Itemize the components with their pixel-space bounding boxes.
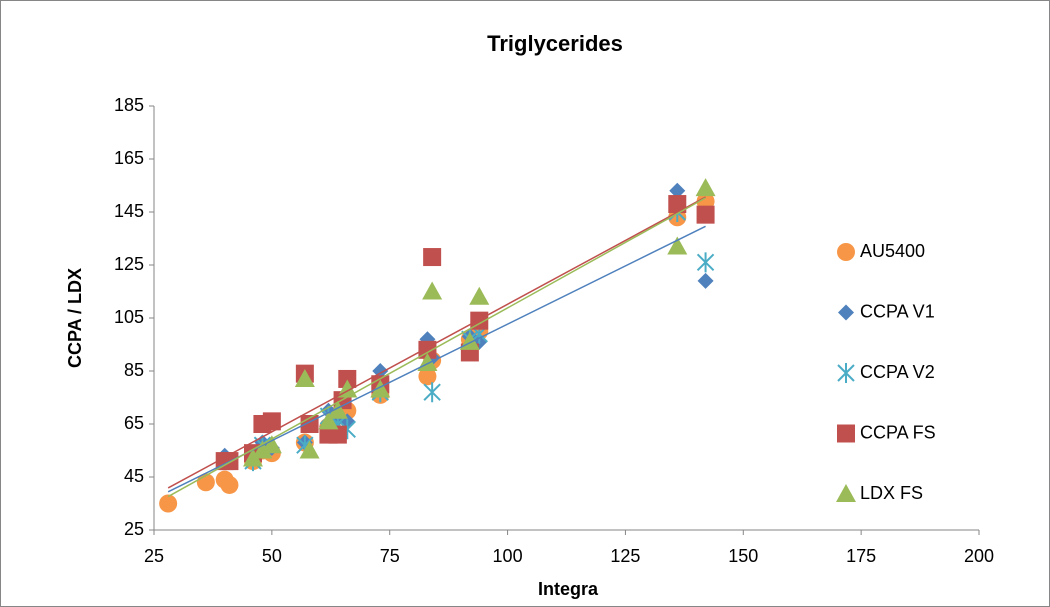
data-point — [418, 367, 437, 386]
data-point — [695, 178, 716, 197]
data-point — [328, 425, 347, 444]
legend-label: CCPA V1 — [860, 301, 935, 321]
legend-marker — [837, 243, 855, 261]
y-tick-label: 45 — [124, 466, 144, 486]
y-tick-label: 185 — [114, 95, 144, 115]
x-tick-label: 150 — [728, 546, 758, 566]
y-tick-label: 85 — [124, 360, 144, 380]
x-tick-label: 50 — [262, 546, 282, 566]
legend-marker — [837, 424, 855, 443]
legend-label: CCPA V2 — [860, 362, 935, 382]
legend-label: AU5400 — [860, 241, 925, 261]
chart-title: Triglycerides — [487, 31, 623, 56]
legend-marker — [837, 363, 855, 383]
x-axis-label: Integra — [538, 579, 599, 599]
data-point — [423, 248, 442, 267]
legend-label: CCPA FS — [860, 422, 936, 442]
data-point — [220, 475, 239, 494]
data-point — [299, 440, 320, 459]
data-point — [261, 435, 282, 454]
data-point — [669, 182, 686, 199]
x-tick-label: 125 — [610, 546, 640, 566]
data-point — [667, 236, 688, 255]
data-point — [423, 382, 441, 403]
x-tick-label: 200 — [964, 546, 994, 566]
legend-label: LDX FS — [860, 483, 923, 503]
data-point — [338, 369, 357, 388]
x-tick-label: 100 — [493, 546, 523, 566]
data-point — [696, 205, 715, 224]
data-point — [469, 286, 490, 305]
y-axis-label: CCPA / LDX — [65, 268, 85, 368]
legend-marker — [838, 304, 854, 321]
data-point — [252, 440, 273, 459]
data-point — [159, 494, 178, 513]
data-point — [697, 272, 714, 289]
trendline — [167, 197, 706, 498]
y-tick-label: 105 — [114, 307, 144, 327]
data-point — [327, 400, 348, 419]
x-tick-label: 25 — [144, 546, 164, 566]
data-point — [370, 379, 391, 398]
trendline — [167, 196, 706, 489]
data-point — [318, 411, 339, 430]
y-tick-label: 65 — [124, 413, 144, 433]
y-tick-label: 145 — [114, 201, 144, 221]
data-point — [294, 368, 315, 387]
data-point — [696, 252, 715, 273]
y-tick-label: 165 — [114, 148, 144, 168]
y-tick-label: 125 — [114, 254, 144, 274]
data-point — [668, 195, 687, 214]
data-point — [262, 412, 281, 431]
legend-marker — [836, 484, 856, 502]
x-tick-label: 175 — [846, 546, 876, 566]
data-point — [243, 448, 263, 467]
data-point — [422, 281, 443, 300]
y-tick-label: 25 — [124, 519, 144, 539]
x-tick-label: 75 — [380, 546, 400, 566]
data-point — [470, 311, 489, 330]
